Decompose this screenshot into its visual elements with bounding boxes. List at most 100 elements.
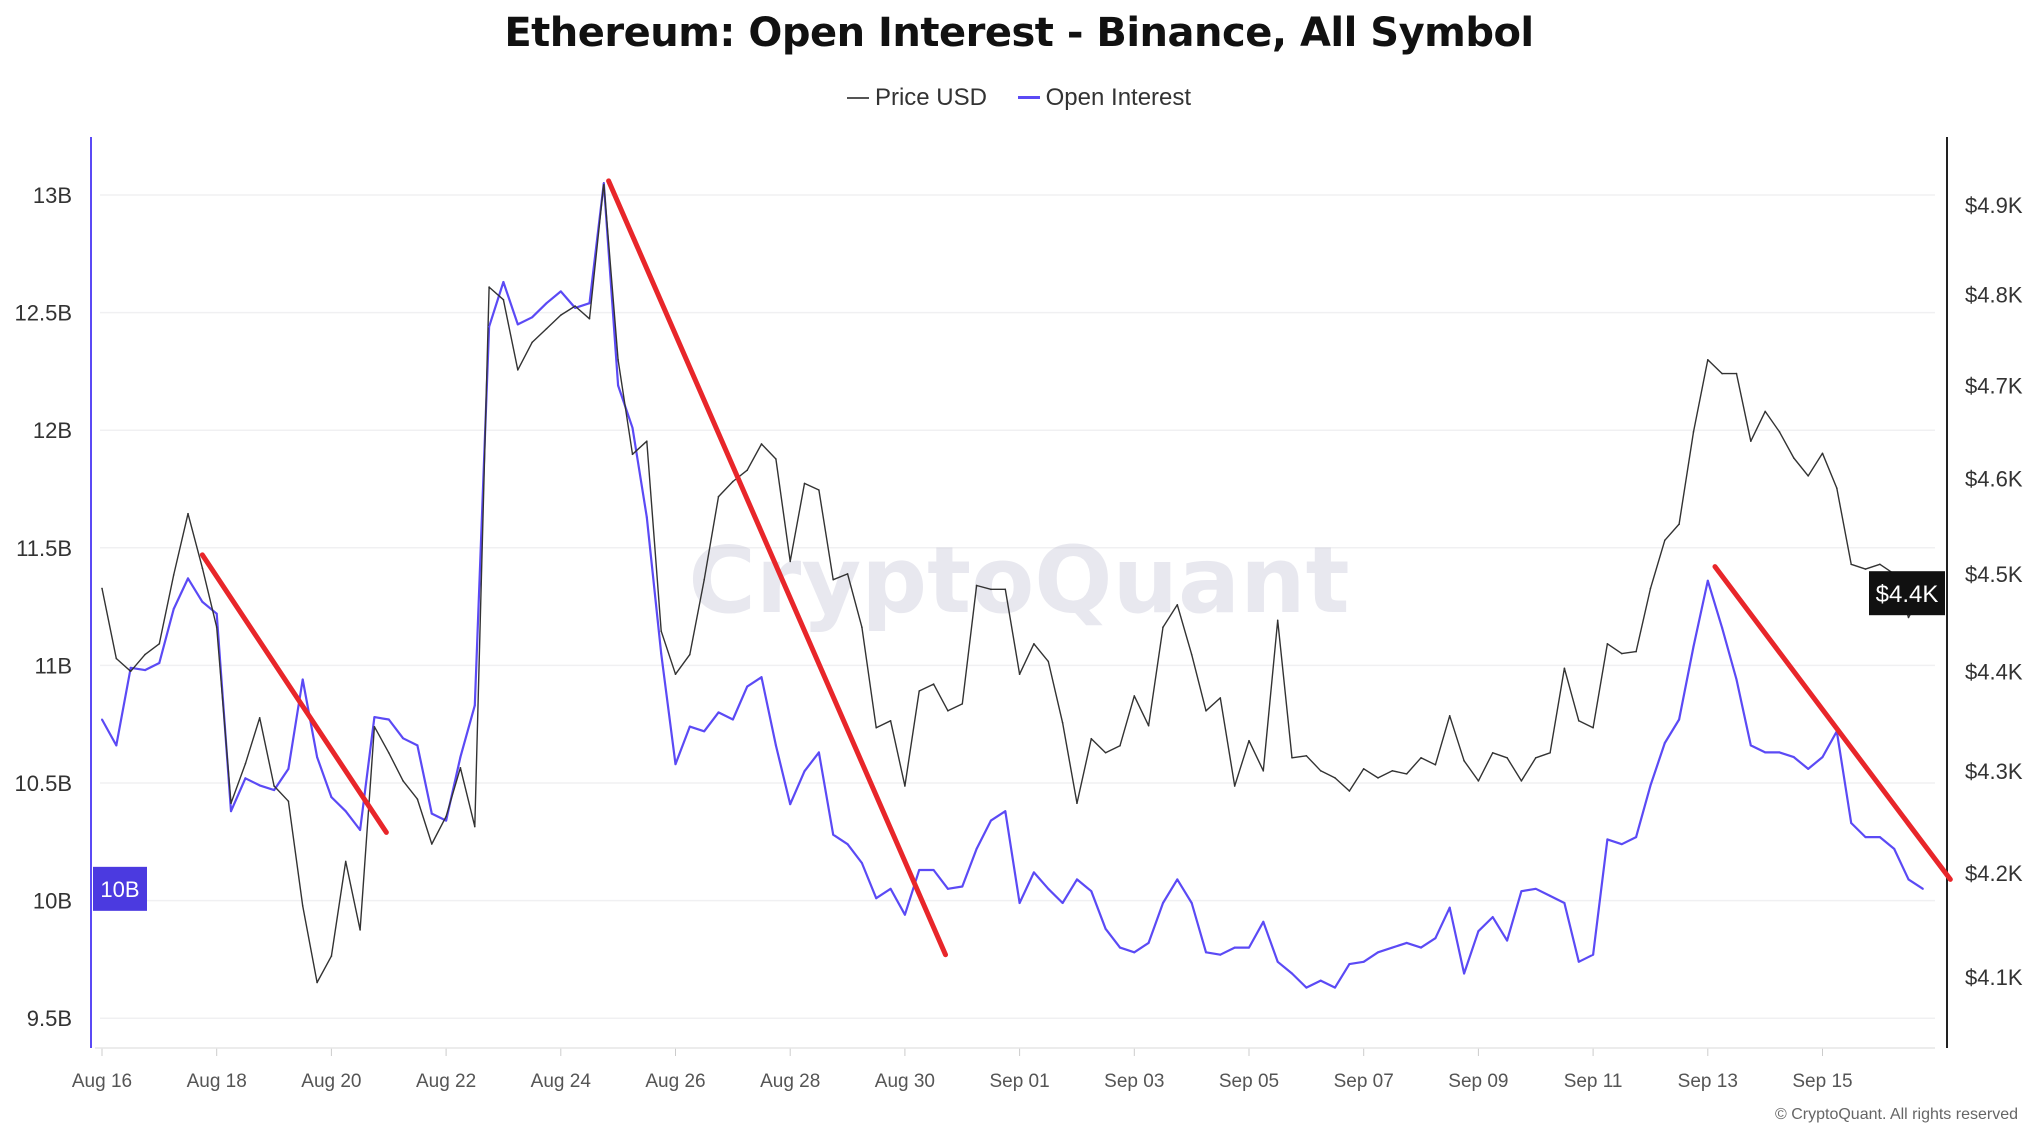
open-interest-point: [961, 885, 964, 888]
price-line: [101, 182, 1924, 984]
right-tick-label: $4.9K: [1965, 193, 2023, 218]
x-tick-label: Sep 07: [1334, 1071, 1394, 1092]
price-point: [101, 587, 103, 590]
open-interest-point: [1520, 890, 1523, 893]
price-point: [1836, 487, 1838, 489]
price-point: [746, 469, 748, 472]
price-point: [1133, 695, 1136, 697]
open-interest-point: [774, 744, 777, 747]
open-interest-point: [1420, 946, 1423, 949]
price-point: [1018, 673, 1021, 676]
left-tick-label: 11.5B: [16, 536, 72, 561]
open-interest-point: [588, 302, 591, 305]
open-interest-point: [1147, 941, 1150, 944]
price-point: [975, 584, 978, 587]
price-point: [1276, 619, 1279, 622]
open-interest-point: [1778, 751, 1781, 754]
open-interest-point: [215, 612, 218, 615]
open-interest-point: [989, 819, 992, 822]
price-point: [201, 567, 204, 569]
price-point: [918, 690, 921, 692]
x-tick-label: Sep 11: [1564, 1071, 1623, 1092]
price-point: [172, 574, 175, 576]
open-interest-point: [1850, 821, 1853, 824]
open-interest-point: [1391, 946, 1394, 949]
price-point: [488, 286, 490, 288]
price-point: [904, 785, 906, 787]
open-interest-point: [860, 861, 863, 864]
open-interest-point: [1104, 927, 1107, 930]
open-interest-point: [645, 516, 648, 519]
price-point: [803, 482, 806, 485]
price-point: [1448, 714, 1451, 717]
price-point: [1850, 563, 1852, 566]
open-interest-point: [631, 426, 634, 429]
open-interest-point: [1118, 946, 1121, 949]
open-interest-point: [602, 182, 605, 185]
price-point: [1534, 756, 1537, 759]
open-interest-point: [430, 812, 433, 815]
price-point: [230, 802, 232, 805]
open-interest-point: [1276, 960, 1279, 963]
open-interest-point: [803, 770, 806, 773]
price-point: [674, 673, 677, 676]
price-point: [430, 843, 433, 845]
price-point: [1549, 751, 1551, 754]
price-point: [258, 716, 261, 719]
x-tick-label: Sep 15: [1792, 1071, 1852, 1092]
open-interest-point: [889, 887, 892, 890]
open-interest-point: [201, 600, 204, 603]
price-point: [717, 495, 720, 498]
legend-label-open-interest: Open Interest: [1045, 83, 1192, 111]
open-interest-point: [1405, 941, 1408, 944]
price-point: [344, 860, 347, 863]
left-tick-label: 12.5B: [15, 301, 73, 326]
price-point: [402, 780, 404, 782]
price-point: [387, 751, 390, 754]
open-interest-point: [459, 756, 462, 759]
left-tick-label: 13B: [33, 183, 72, 208]
price-point: [158, 642, 161, 645]
open-interest-point: [817, 751, 820, 754]
price-point: [287, 800, 290, 802]
price-point: [1233, 785, 1236, 787]
open-interest-point: [187, 577, 190, 580]
open-interest-point: [488, 325, 491, 328]
price-point: [1463, 759, 1465, 762]
open-interest-point: [1821, 756, 1824, 759]
legend-swatch-open-interest: [1017, 96, 1040, 99]
price-point: [1147, 724, 1150, 727]
open-interest-point: [115, 744, 118, 747]
open-interest-point: [1362, 960, 1365, 963]
open-interest-point: [129, 666, 132, 669]
legend-item-open-interest[interactable]: Open Interest: [1017, 83, 1192, 112]
price-point: [1506, 756, 1508, 759]
price-point: [775, 458, 777, 460]
open-interest-point: [1706, 579, 1709, 582]
open-interest-point: [273, 789, 276, 792]
open-interest-point: [531, 316, 534, 319]
open-interest-point: [244, 777, 247, 780]
price-point: [330, 955, 333, 957]
price-point: [1663, 539, 1666, 542]
legend-item-price[interactable]: Price USD: [846, 84, 987, 112]
price-point: [1176, 604, 1179, 606]
price-point: [732, 480, 734, 483]
price-point: [703, 578, 705, 581]
price-point: [789, 560, 791, 563]
open-interest-point: [1448, 906, 1451, 909]
price-point: [889, 719, 892, 722]
price-point: [1319, 770, 1322, 772]
price-point: [373, 725, 376, 728]
price-point: [1434, 764, 1437, 766]
price-point: [1190, 653, 1193, 656]
open-interest-point: [172, 607, 175, 610]
open-interest-point: [789, 803, 792, 806]
legend-label-price: Price USD: [874, 84, 987, 111]
price-point: [1721, 372, 1723, 375]
price-point: [818, 489, 820, 491]
open-interest-point: [760, 676, 763, 679]
price-point: [1778, 431, 1781, 433]
price-point: [187, 512, 189, 515]
open-interest-point: [1792, 756, 1795, 759]
